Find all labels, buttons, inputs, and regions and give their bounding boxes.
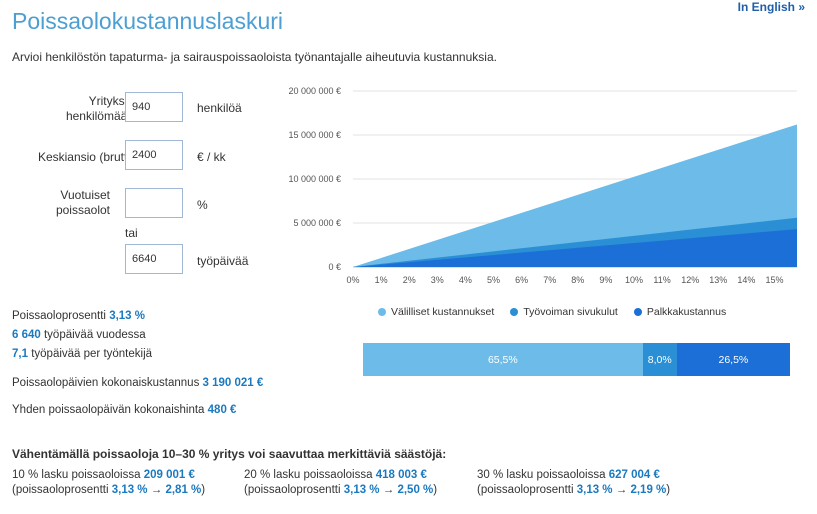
stat-per-emp-label: työpäivää per työntekijä <box>31 348 153 360</box>
savings-value: 418 003 € <box>375 469 427 481</box>
x-tick-label: 10% <box>625 275 643 285</box>
savings-pct-to: 2,81 % <box>165 484 202 496</box>
x-tick-label: 0% <box>346 275 359 285</box>
cost-area-chart: 0 € 5 000 000 € 10 000 000 € 15 000 000 € 20… <box>288 86 797 285</box>
stat-absence-pct-value: 3,13 % <box>109 310 145 322</box>
savings-label: 20 % lasku poissaoloissa <box>244 469 373 481</box>
absence-pct-input[interactable] <box>125 188 183 218</box>
savings-pct-to: 2,50 % <box>397 484 434 496</box>
salary-unit: € / kk <box>197 150 226 164</box>
legend-item-side[interactable]: Työvoiman sivukulut <box>510 306 618 318</box>
stat-days-value: 6 640 <box>12 329 41 341</box>
savings-pct-prefix: (poissaoloprosentti <box>12 484 109 496</box>
y-tick-label: 0 € <box>328 262 341 272</box>
savings-pct-from: 3,13 % <box>111 484 148 496</box>
absence-pct-unit: % <box>197 198 208 212</box>
x-tick-label: 14% <box>737 275 755 285</box>
legend-label-indirect: Välilliset kustannukset <box>391 306 495 318</box>
legend-dot-indirect-icon <box>378 308 386 316</box>
headcount-label-line1: Yrityksen <box>88 94 138 108</box>
legend-label-salary: Palkkakustannus <box>646 306 727 318</box>
area-series-palkkakustannus <box>353 229 797 267</box>
savings-pct-from: 3,13 % <box>576 484 613 496</box>
salary-input[interactable] <box>125 140 183 170</box>
savings-label: 10 % lasku poissaoloissa <box>12 469 141 481</box>
savings-value: 209 001 € <box>143 469 195 481</box>
share-segment-indirect: 65,5% <box>363 343 643 376</box>
savings-suffix: ) <box>201 484 206 496</box>
x-tick-label: 7% <box>543 275 556 285</box>
y-tick-label: 5 000 000 € <box>293 218 341 228</box>
page-subtitle: Arvioi henkilöstön tapaturma- ja sairaus… <box>12 50 497 64</box>
stat-per-emp-value: 7,1 <box>12 348 28 360</box>
y-tick-label: 10 000 000 € <box>288 174 341 184</box>
arrow-right-icon: → <box>150 484 163 496</box>
x-tick-label: 5% <box>487 275 500 285</box>
absence-pct-label: Vuotuiset poissaolot <box>12 188 110 218</box>
cost-share-bar: 65,5% 8,0% 26,5% <box>363 343 790 376</box>
x-tick-label: 15% <box>766 275 784 285</box>
x-tick-label: 4% <box>459 275 472 285</box>
stat-days-per-employee: 7,1 työpäivää per työntekijä <box>12 348 152 360</box>
arrow-right-icon: → <box>615 484 628 496</box>
savings-item-10: 10 % lasku poissaoloissa 209 001 € (pois… <box>12 468 205 498</box>
x-tick-label: 1% <box>375 275 388 285</box>
x-tick-label: 6% <box>515 275 528 285</box>
arrow-right-icon: → <box>382 484 395 496</box>
x-tick-label: 11% <box>653 275 670 285</box>
savings-value: 627 004 € <box>608 469 660 481</box>
savings-item-30: 30 % lasku poissaoloissa 627 004 € (pois… <box>477 468 670 498</box>
stat-total-label: Poissaolopäivien kokonaiskustannus <box>12 377 200 389</box>
salary-label: Keskiansio (brutto) <box>37 150 138 164</box>
savings-pct-to: 2,19 % <box>630 484 667 496</box>
x-tick-label: 2% <box>403 275 416 285</box>
stat-absence-pct-label: Poissaoloprosentti <box>12 310 106 322</box>
x-tick-label: 12% <box>681 275 699 285</box>
page-title: Poissaolokustannuslaskuri <box>12 8 284 34</box>
legend-label-side: Työvoiman sivukulut <box>523 306 618 318</box>
stat-daily-label: Yhden poissaolopäivän kokonaishinta <box>12 404 205 416</box>
stat-absence-pct: Poissaoloprosentti 3,13 % <box>12 310 145 322</box>
share-segment-salary: 26,5% <box>676 343 790 376</box>
headcount-input[interactable] <box>125 92 183 122</box>
savings-suffix: ) <box>666 484 671 496</box>
legend-item-salary[interactable]: Palkkakustannus <box>633 306 727 318</box>
savings-suffix: ) <box>433 484 438 496</box>
stat-total-value: 3 190 021 € <box>202 377 264 389</box>
stat-days-per-year: 6 640 työpäivää vuodessa <box>12 329 146 341</box>
absence-pct-label-line1: Vuotuiset <box>60 188 110 202</box>
legend-item-indirect[interactable]: Välilliset kustannukset <box>378 306 494 318</box>
savings-heading: Vähentämällä poissaoloja 10–30 % yritys … <box>12 447 447 461</box>
headcount-unit: henkilöä <box>197 101 242 115</box>
y-tick-label: 15 000 000 € <box>288 130 341 140</box>
x-tick-label: 8% <box>571 275 584 285</box>
stat-days-label: työpäivää vuodessa <box>43 329 146 341</box>
absence-days-input[interactable] <box>125 244 183 274</box>
savings-pct-prefix: (poissaoloprosentti <box>244 484 341 496</box>
savings-label: 30 % lasku poissaoloissa <box>477 469 606 481</box>
legend-dot-side-icon <box>510 308 519 316</box>
y-tick-label: 20 000 000 € <box>288 86 341 96</box>
stat-total-cost: Poissaolopäivien kokonaiskustannus 3 190… <box>12 377 263 389</box>
x-tick-label: 3% <box>431 275 444 285</box>
english-language-link[interactable]: In English » <box>737 0 805 14</box>
headcount-label: Yrityksen henkilömäärä <box>40 94 138 124</box>
absence-days-unit: työpäivää <box>197 254 249 268</box>
savings-pct-from: 3,13 % <box>343 484 380 496</box>
savings-item-20: 20 % lasku poissaoloissa 418 003 € (pois… <box>244 468 437 498</box>
stat-daily-cost: Yhden poissaolopäivän kokonaishinta 480 … <box>12 404 236 416</box>
or-label: tai <box>125 226 138 240</box>
x-tick-label: 9% <box>599 275 612 285</box>
headcount-label-line2: henkilömäärä <box>65 109 138 123</box>
chart-legend: Välilliset kustannukset Työvoiman sivuku… <box>378 306 726 318</box>
legend-dot-salary-icon <box>633 308 642 316</box>
savings-pct-prefix: (poissaoloprosentti <box>477 484 574 496</box>
stat-daily-value: 480 € <box>207 404 237 416</box>
x-tick-label: 13% <box>709 275 727 285</box>
share-segment-side: 8,0% <box>642 343 677 376</box>
absence-pct-label-line2: poissaolot <box>55 203 110 217</box>
